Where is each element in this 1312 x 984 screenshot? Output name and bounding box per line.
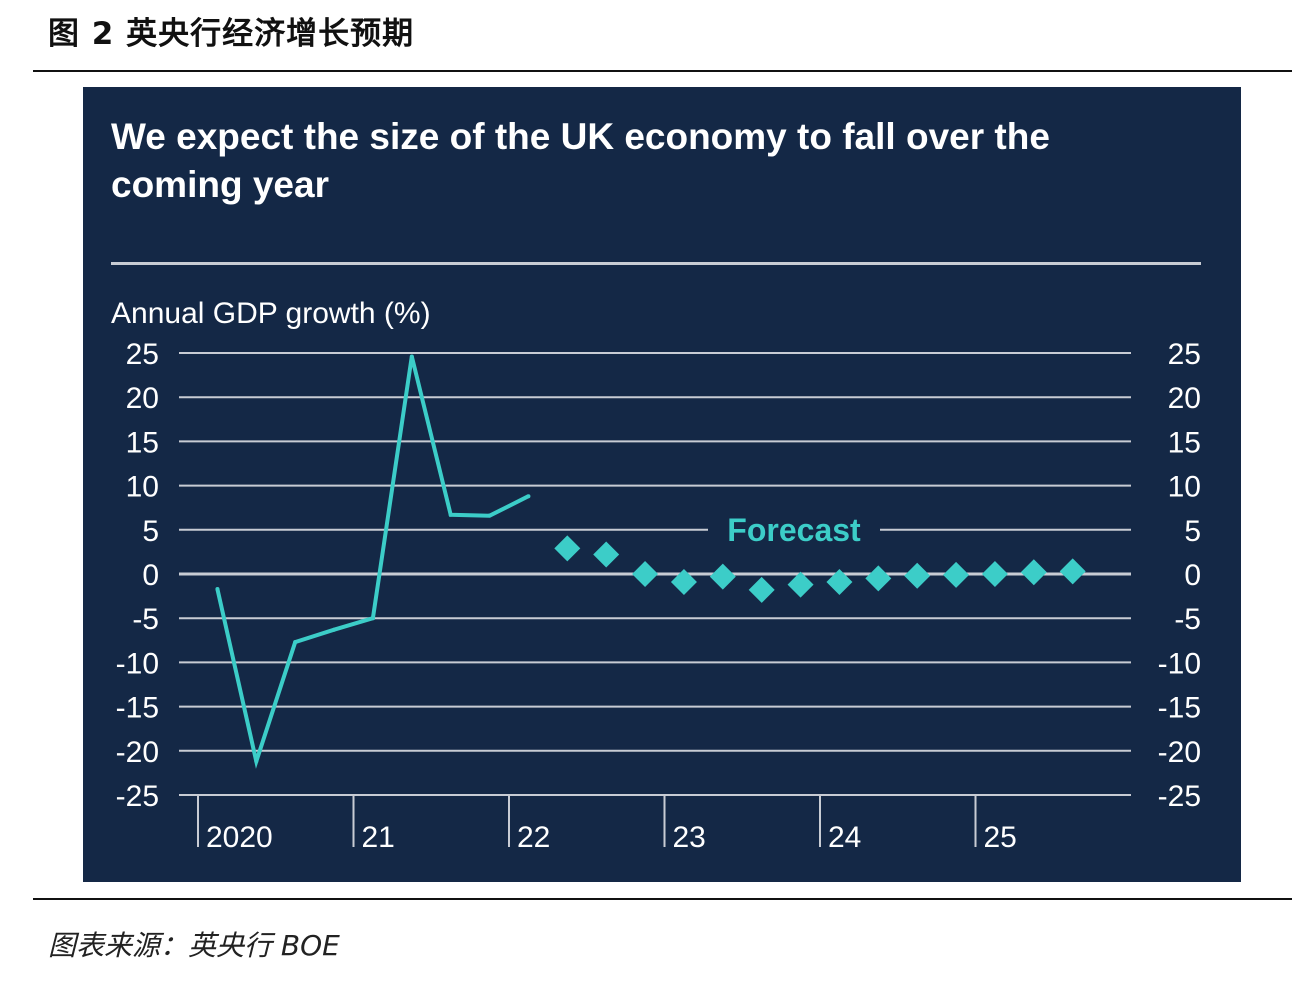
y-tick-label-right: -5 <box>1174 603 1201 636</box>
title-separator <box>111 262 1201 265</box>
forecast-diamond <box>943 561 970 588</box>
figure-title: 图 2 英央行经济增长预期 <box>48 16 415 52</box>
chart-panel: We expect the size of the UK economy to … <box>83 87 1241 882</box>
forecast-diamond <box>748 576 775 603</box>
y-tick-label-left: 5 <box>142 515 159 548</box>
forecast-diamond <box>865 565 892 592</box>
forecast-diamond <box>593 541 620 568</box>
x-tick-label: 25 <box>984 821 1017 854</box>
y-tick-label-left: -10 <box>116 647 159 680</box>
y-tick-label-left: 15 <box>126 426 159 459</box>
gdp-actual-point <box>293 640 298 645</box>
y-tick-label-left: 10 <box>126 471 159 504</box>
y-tick-label-right: -10 <box>1158 647 1201 680</box>
gdp-actual-point <box>254 759 259 764</box>
forecast-diamond <box>1059 558 1086 585</box>
top-rule <box>33 70 1292 72</box>
y-tick-label-left: -20 <box>116 736 159 769</box>
y-tick-label-right: 0 <box>1184 559 1201 592</box>
y-tick-label-right: 20 <box>1168 382 1201 415</box>
x-tick-label: 2020 <box>206 821 273 854</box>
forecast-diamond <box>670 568 697 595</box>
forecast-diamond <box>632 561 659 587</box>
forecast-diamond <box>787 571 814 598</box>
forecast-annotation: Forecast <box>727 512 861 548</box>
forecast-diamond <box>1020 559 1047 586</box>
y-tick-label-right: -20 <box>1158 736 1201 769</box>
source-note: 图表来源：英央行 BOE <box>48 929 340 962</box>
y-axis-label: Annual GDP growth (%) <box>111 297 431 330</box>
gdp-actual-point <box>215 587 220 592</box>
gdp-actual-point <box>487 513 492 518</box>
y-tick-label-right: 25 <box>1168 338 1201 371</box>
forecast-diamond <box>709 563 736 590</box>
x-tick-label: 23 <box>673 821 706 854</box>
chart-title: We expect the size of the UK economy to … <box>111 116 1050 205</box>
gdp-actual-point <box>448 512 453 517</box>
bottom-rule <box>33 898 1292 900</box>
y-tick-label-right: -25 <box>1158 780 1201 813</box>
y-tick-label-left: 25 <box>126 338 159 371</box>
y-tick-label-left: -25 <box>116 780 159 813</box>
forecast-diamond <box>554 535 581 562</box>
y-tick-label-right: 10 <box>1168 471 1201 504</box>
gdp-actual-line <box>488 494 530 518</box>
y-tick-label-left: 0 <box>142 559 159 592</box>
y-tick-label-left: 20 <box>126 382 159 415</box>
forecast-diamond <box>981 561 1008 587</box>
gdp-actual-point <box>370 616 375 621</box>
y-tick-label-right: -15 <box>1158 692 1201 725</box>
y-tick-label-left: -15 <box>116 692 159 725</box>
gdp-actual-line <box>215 356 490 769</box>
annotation-background <box>708 507 880 552</box>
x-tick-label: 24 <box>828 821 861 854</box>
forecast-diamond <box>826 568 853 595</box>
x-tick-label: 21 <box>362 821 395 854</box>
gdp-actual-point <box>409 354 414 359</box>
forecast-diamond <box>904 562 931 589</box>
gdp-actual-point <box>526 494 531 499</box>
y-tick-label-right: 15 <box>1168 426 1201 459</box>
y-tick-label-left: -5 <box>132 603 159 636</box>
gdp-actual-point <box>332 627 337 632</box>
x-tick-label: 22 <box>517 821 550 854</box>
y-tick-label-right: 5 <box>1184 515 1201 548</box>
